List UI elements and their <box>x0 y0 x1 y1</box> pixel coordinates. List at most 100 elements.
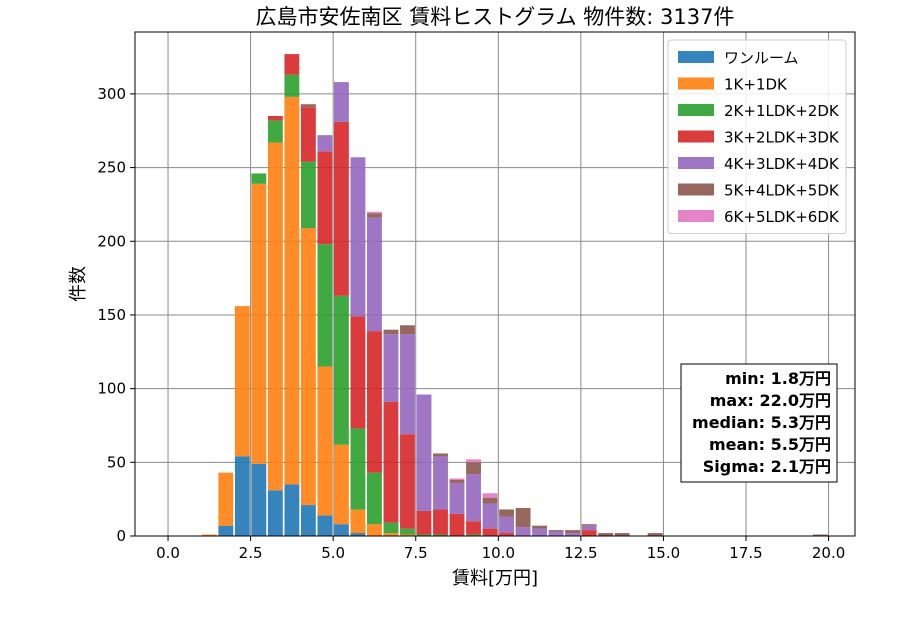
histogram-bar <box>482 497 498 504</box>
histogram-bar <box>333 444 349 525</box>
x-tick-label: 5.0 <box>321 544 345 562</box>
histogram-bar <box>499 509 514 517</box>
histogram-bar <box>812 534 828 536</box>
histogram-bar <box>251 173 267 184</box>
x-tick-label: 12.5 <box>564 544 597 562</box>
histogram-bar <box>317 151 333 245</box>
histogram-bar <box>333 295 349 445</box>
y-tick-label: 250 <box>97 159 126 177</box>
legend-swatch <box>678 77 714 90</box>
legend-swatch <box>678 51 714 63</box>
histogram-bar <box>350 316 366 429</box>
histogram-bar <box>548 530 564 532</box>
y-tick-label: 0 <box>116 527 126 545</box>
histogram-bar <box>466 474 481 522</box>
stats-frame <box>680 363 838 483</box>
x-tick-label: 10.0 <box>482 544 515 562</box>
histogram-bar <box>565 533 581 536</box>
histogram-bar <box>367 211 382 214</box>
histogram-bar <box>300 107 316 162</box>
chart-title: 広島市安佐南区 賃料ヒストグラム 物件数: 3137件 <box>256 5 735 29</box>
histogram-bar <box>317 135 333 152</box>
histogram-bar <box>367 213 382 218</box>
histogram-bar <box>466 462 481 475</box>
histogram-bar <box>267 116 283 121</box>
histogram-bar <box>333 82 349 122</box>
histogram-bar <box>400 325 415 335</box>
histogram-bar <box>614 533 630 536</box>
y-axis-label: 件数 <box>68 266 89 302</box>
histogram-bar <box>433 534 448 536</box>
histogram-bar <box>400 534 415 536</box>
legend-label: 2K+1LDK+2DK <box>724 102 840 120</box>
histogram-bar <box>532 525 548 529</box>
histogram-bar <box>581 530 597 536</box>
legend-label: 3K+2LDK+3DK <box>724 129 840 147</box>
y-tick-label: 200 <box>97 232 126 250</box>
x-tick-label: 0.0 <box>156 544 180 562</box>
histogram-bar <box>466 521 481 535</box>
histogram-bar <box>350 533 366 536</box>
histogram-bar <box>267 120 283 143</box>
histogram-bar <box>499 533 514 536</box>
histogram-bar <box>284 484 300 536</box>
legend: ワンルーム 1K+1DK 2K+1LDK+2DK 3K+2LDK+3DK 4K+3LDK… <box>667 39 847 234</box>
axis-ticks: 0.0 2.5 5.0 7.5 10.0 12.5 15.0 17.5 20.0 0 50 100 15… <box>97 85 845 562</box>
histogram-bar <box>515 508 531 528</box>
histogram-bar <box>251 183 267 464</box>
histogram-bar <box>400 334 415 435</box>
histogram-bar <box>300 228 316 506</box>
y-tick-label: 300 <box>97 85 126 103</box>
histogram-bar <box>300 104 316 108</box>
legend-swatch <box>678 210 714 222</box>
histogram-bar <box>383 329 399 335</box>
histogram-bar <box>383 401 399 523</box>
histogram-bar <box>350 509 366 534</box>
histogram-bar <box>482 528 498 536</box>
histogram-bar <box>416 510 432 535</box>
histogram-bar <box>300 161 316 228</box>
histogram-bar <box>466 459 481 463</box>
histogram-bar <box>201 534 217 536</box>
histogram-bar <box>367 331 382 473</box>
y-tick-label: 150 <box>97 306 126 324</box>
legend-label: ワンルーム <box>724 49 799 67</box>
x-tick-label: 15.0 <box>647 544 680 562</box>
histogram-bar <box>515 527 531 536</box>
histogram-bar <box>284 96 300 485</box>
histogram-bar <box>433 453 448 457</box>
histogram-bar <box>400 528 415 535</box>
x-tick-label: 2.5 <box>239 544 263 562</box>
histogram-bar <box>532 528 548 536</box>
histogram-bar <box>433 456 448 510</box>
histogram-bar <box>300 505 316 536</box>
histogram-bar <box>350 157 366 317</box>
x-tick-label: 7.5 <box>404 544 428 562</box>
legend-label: 1K+1DK <box>724 76 788 94</box>
y-tick-label: 100 <box>97 380 126 398</box>
legend-swatch <box>678 157 714 169</box>
histogram-bar <box>499 516 514 534</box>
histogram-bar <box>367 217 382 332</box>
histogram-bar <box>383 334 399 402</box>
histogram-bar <box>383 533 399 536</box>
histogram-bar <box>449 513 465 536</box>
legend-swatch <box>678 104 714 116</box>
histogram-bar <box>333 121 349 296</box>
histogram-bar <box>218 525 234 536</box>
histogram-bar <box>234 456 250 536</box>
histogram-bar <box>317 366 333 516</box>
histogram-bar <box>449 478 465 480</box>
histogram-bar <box>284 54 300 75</box>
legend-label: 6K+5LDK+6DK <box>724 208 840 226</box>
x-tick-label: 20.0 <box>812 544 845 562</box>
histogram-bar <box>565 530 581 534</box>
stats-line: Sigma: 2.1万円 <box>703 457 831 476</box>
histogram-bar <box>218 472 234 526</box>
y-tick-label: 50 <box>107 453 126 471</box>
histogram-bar <box>267 490 283 536</box>
stats-line: min: 1.8万円 <box>725 369 831 388</box>
bars <box>201 54 828 536</box>
x-axis-label: 賃料[万円] <box>452 568 538 589</box>
